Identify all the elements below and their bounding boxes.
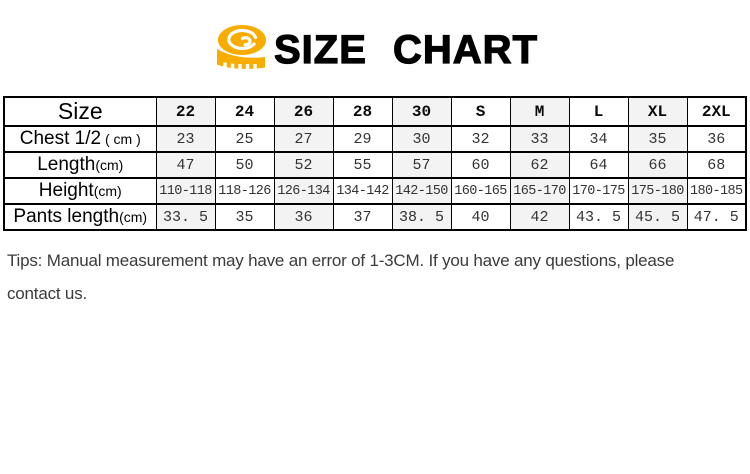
page-header: SIZE CHART <box>0 0 750 73</box>
tips-text: Tips: Manual measurement may have an err… <box>7 244 743 310</box>
value-cell: 38. 5 <box>391 204 452 230</box>
value-cell: 64 <box>568 152 629 178</box>
value-cell: 57 <box>391 152 452 178</box>
value-cell: 134-142 <box>332 178 393 204</box>
column-header-2xl: 2XL <box>686 97 747 126</box>
value-cell: 50 <box>214 152 275 178</box>
table-row: Length(cm) 47 50 52 55 57 60 62 64 66 68 <box>3 152 747 178</box>
column-header-28: 28 <box>332 97 393 126</box>
value-cell: 175-180 <box>627 178 688 204</box>
column-header-xl: XL <box>627 97 688 126</box>
value-cell: 34 <box>568 126 629 152</box>
value-cell: 33 <box>509 126 570 152</box>
column-header-m: M <box>509 97 570 126</box>
value-cell: 68 <box>686 152 747 178</box>
value-cell: 62 <box>509 152 570 178</box>
column-header-l: L <box>568 97 629 126</box>
size-chart-table: Size 22 24 26 28 30 S M L XL 2XL Chest 1/2 ( cm )… <box>3 96 747 231</box>
value-cell: 35 <box>627 126 688 152</box>
value-cell: 32 <box>450 126 511 152</box>
value-cell: 40 <box>450 204 511 230</box>
value-cell: 170-175 <box>568 178 629 204</box>
measuring-tape-icon <box>217 25 266 72</box>
value-cell: 27 <box>273 126 334 152</box>
value-cell: 110-118 <box>155 178 216 204</box>
value-cell: 43. 5 <box>568 204 629 230</box>
column-header-24: 24 <box>214 97 275 126</box>
value-cell: 126-134 <box>273 178 334 204</box>
value-cell: 36 <box>686 126 747 152</box>
value-cell: 42 <box>509 204 570 230</box>
value-cell: 160-165 <box>450 178 511 204</box>
tips-line: Tips: Manual measurement may have an err… <box>7 251 675 270</box>
row-label-text: Height <box>38 180 94 201</box>
row-label: Height(cm) <box>3 178 157 204</box>
row-label: Length(cm) <box>3 152 157 178</box>
value-cell: 180-185 <box>686 178 747 204</box>
size-header-label: Size <box>3 97 157 126</box>
table-row: Height(cm) 110-118 118-126 126-134 134-142 14… <box>3 178 747 204</box>
table-row: Chest 1/2 ( cm ) 23 25 27 29 30 32 33 34 35 36 <box>3 126 747 152</box>
row-label-unit: (cm) <box>93 183 122 199</box>
page-title: SIZE CHART <box>273 27 538 72</box>
value-cell: 25 <box>214 126 275 152</box>
column-header-30: 30 <box>391 97 452 126</box>
value-cell: 66 <box>627 152 688 178</box>
row-label-unit: (cm) <box>119 209 148 225</box>
column-header-26: 26 <box>273 97 334 126</box>
row-label-text: Length <box>37 154 96 175</box>
row-label-text: Pants length <box>13 206 120 227</box>
value-cell: 118-126 <box>214 178 275 204</box>
value-cell: 23 <box>155 126 216 152</box>
tips-line: contact us. <box>7 284 88 303</box>
row-label: Chest 1/2 ( cm ) <box>3 126 157 152</box>
column-header-22: 22 <box>155 97 216 126</box>
column-header-s: S <box>450 97 511 126</box>
table-row: Pants length(cm) 33. 5 35 36 37 38. 5 40 42 43. … <box>3 204 747 230</box>
value-cell: 33. 5 <box>155 204 216 230</box>
row-label-unit: (cm) <box>95 157 124 173</box>
value-cell: 165-170 <box>509 178 570 204</box>
value-cell: 55 <box>332 152 393 178</box>
value-cell: 36 <box>273 204 334 230</box>
row-label: Pants length(cm) <box>3 204 157 230</box>
row-label-unit: ( cm ) <box>101 131 141 147</box>
value-cell: 142-150 <box>391 178 452 204</box>
value-cell: 37 <box>332 204 393 230</box>
value-cell: 30 <box>391 126 452 152</box>
row-label-text: Chest 1/2 <box>19 128 102 149</box>
value-cell: 60 <box>450 152 511 178</box>
header-row: Size 22 24 26 28 30 S M L XL 2XL <box>3 97 747 126</box>
value-cell: 47. 5 <box>686 204 747 230</box>
value-cell: 45. 5 <box>627 204 688 230</box>
value-cell: 35 <box>214 204 275 230</box>
table-body: Size 22 24 26 28 30 S M L XL 2XL Chest 1/2 ( cm )… <box>3 97 747 230</box>
value-cell: 29 <box>332 126 393 152</box>
value-cell: 47 <box>155 152 216 178</box>
value-cell: 52 <box>273 152 334 178</box>
